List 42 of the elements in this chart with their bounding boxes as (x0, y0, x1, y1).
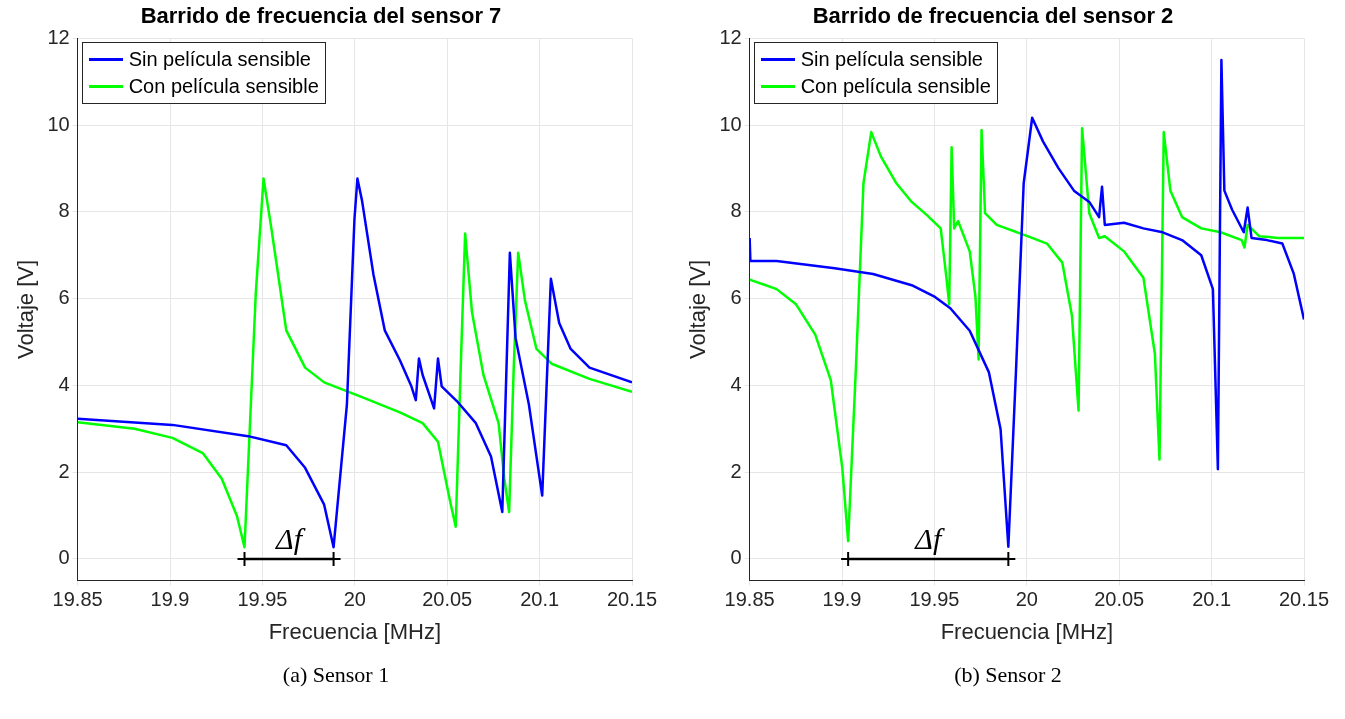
x-tick-label: 19.85 (52, 588, 103, 611)
y-tick-label: 4 (730, 372, 742, 395)
y-tick-label: 0 (58, 546, 70, 569)
y-tick-label: 6 (58, 286, 70, 309)
text: (a) Sensor 1 (281, 662, 391, 688)
x-axis-title: Frecuencia [MHz] (268, 618, 442, 644)
y-tick-label: 8 (730, 199, 742, 222)
y-tick-label: 12 (47, 25, 70, 48)
y-axis-title: Voltaje [V] (685, 259, 711, 360)
legend-label: Con película sensible (800, 75, 991, 99)
y-tick-label: 10 (719, 112, 742, 135)
y-tick-label: 10 (47, 112, 70, 135)
x-tick-label: 20.15 (1278, 588, 1330, 611)
text: (b) Sensor 2 (953, 662, 1063, 688)
x-tick-label: 20 (343, 588, 366, 611)
legend-label: Sin película sensible (128, 48, 311, 72)
x-tick-label: 19.9 (822, 588, 862, 611)
x-tick-label: 20.1 (520, 588, 560, 611)
x-tick-label: 20.05 (1094, 588, 1145, 611)
y-tick-label: 12 (719, 25, 742, 48)
y-axis-title: Voltaje [V] (13, 259, 39, 360)
y-tick-label: 2 (730, 459, 742, 482)
x-tick-label: 20.1 (1192, 588, 1232, 611)
chart-title: Barrido de frecuencia del sensor 7 (140, 3, 502, 29)
annotation: Δf (914, 521, 945, 555)
x-tick-label: 19.95 (909, 588, 960, 611)
y-tick-label: 0 (730, 546, 742, 569)
y-tick-label: 2 (58, 459, 70, 482)
x-tick-label: 19.9 (150, 588, 190, 611)
legend-label: Con película sensible (128, 75, 319, 99)
x-tick-label: 19.85 (724, 588, 775, 611)
x-tick-label: 20 (1015, 588, 1038, 611)
x-tick-label: 20.05 (422, 588, 473, 611)
y-tick-label: 8 (58, 199, 70, 222)
y-tick-label: 4 (58, 372, 70, 395)
y-tick-label: 6 (730, 286, 742, 309)
x-axis-title: Frecuencia [MHz] (940, 618, 1114, 644)
x-tick-label: 20.15 (606, 588, 658, 611)
annotation: Δf (275, 521, 306, 555)
chart-title: Barrido de frecuencia del sensor 2 (812, 3, 1174, 29)
legend-label: Sin película sensible (800, 48, 983, 72)
x-tick-label: 19.95 (237, 588, 288, 611)
